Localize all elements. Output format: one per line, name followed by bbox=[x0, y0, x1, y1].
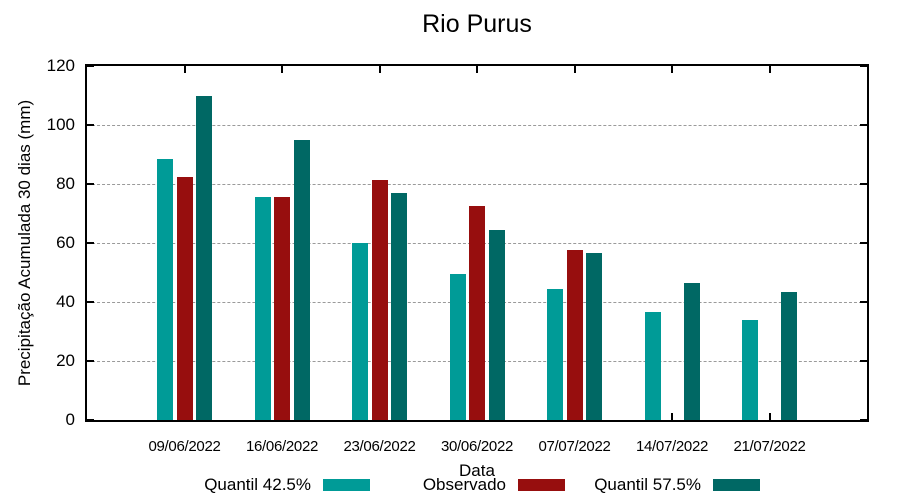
bar-quantil-57-5 bbox=[196, 95, 212, 420]
y-tick-mark bbox=[87, 301, 94, 303]
bar-quantil-42-5 bbox=[254, 197, 271, 420]
bar-quantil-57-5 bbox=[293, 139, 310, 420]
chart-title: Rio Purus bbox=[422, 10, 532, 38]
x-tick-mark bbox=[671, 66, 673, 73]
legend-swatch bbox=[518, 479, 565, 491]
x-axis-title: Data bbox=[459, 461, 495, 480]
bar-quantil-57-5 bbox=[586, 253, 602, 420]
x-tick-label: 30/06/2022 bbox=[440, 438, 514, 455]
x-tick-mark bbox=[476, 66, 478, 73]
x-tick-mark bbox=[768, 413, 771, 420]
y-tick-mark bbox=[87, 65, 94, 67]
x-tick-label: 16/06/2022 bbox=[245, 438, 319, 455]
y-tick-label: 100 bbox=[46, 115, 75, 134]
y-tick-mark bbox=[87, 242, 94, 244]
x-tick-mark bbox=[768, 66, 771, 73]
y-tick-mark bbox=[860, 124, 867, 126]
y-tick-label: 40 bbox=[56, 292, 75, 311]
y-tick-mark bbox=[87, 183, 94, 185]
bar-quantil-42-5 bbox=[449, 273, 466, 420]
legend: Quantil 42.5% Observado Quantil 57.5% bbox=[0, 474, 900, 496]
bar-quantil-42-5 bbox=[742, 319, 758, 420]
x-tick-label: 21/07/2022 bbox=[733, 438, 806, 455]
bar-observado bbox=[469, 206, 485, 420]
bar-observado bbox=[274, 197, 290, 420]
x-tick-mark bbox=[378, 66, 381, 73]
x-tick-mark bbox=[281, 66, 283, 73]
x-tick-label: 09/06/2022 bbox=[148, 438, 221, 455]
y-tick-label: 80 bbox=[56, 174, 75, 193]
y-tick-mark bbox=[860, 183, 867, 185]
gridline bbox=[87, 183, 867, 185]
x-tick-mark bbox=[671, 413, 673, 420]
legend-swatch bbox=[323, 479, 370, 491]
x-tick-label: 23/06/2022 bbox=[343, 438, 416, 455]
bar-quantil-42-5 bbox=[157, 158, 173, 420]
gridline bbox=[87, 124, 867, 126]
y-tick-mark bbox=[860, 301, 867, 303]
bar-quantil-42-5 bbox=[644, 312, 661, 420]
y-tick-mark bbox=[860, 360, 867, 362]
bar-quantil-42-5 bbox=[547, 288, 563, 420]
x-tick-label: 07/07/2022 bbox=[538, 438, 611, 455]
y-tick-mark bbox=[860, 419, 867, 421]
bar-quantil-57-5 bbox=[781, 291, 797, 420]
legend-item-quantil-42-5: Quantil 42.5% bbox=[204, 474, 370, 496]
y-tick-label: 0 bbox=[65, 410, 75, 429]
y-tick-mark bbox=[860, 65, 867, 67]
y-tick-label: 60 bbox=[56, 233, 75, 252]
bar-observado bbox=[566, 250, 583, 420]
y-tick-label: 20 bbox=[56, 351, 75, 370]
y-tick-mark bbox=[87, 419, 94, 421]
plot-area: 0 20 40 60 80 100 120 09/06/2022 16/06/2022 23/06… bbox=[47, 56, 869, 455]
bar-quantil-42-5 bbox=[352, 243, 368, 420]
x-tick-mark bbox=[183, 66, 186, 73]
x-tick-label: 14/07/2022 bbox=[635, 438, 709, 455]
bar-observado bbox=[371, 179, 388, 420]
legend-label: Observado bbox=[422, 475, 506, 494]
bar-quantil-57-5 bbox=[488, 229, 505, 420]
bar-observado bbox=[176, 176, 193, 420]
x-tick-mark bbox=[573, 66, 576, 73]
legend-swatch bbox=[713, 479, 760, 491]
y-tick-mark bbox=[87, 124, 94, 126]
y-tick-label: 120 bbox=[46, 56, 75, 75]
legend-label: Quantil 57.5% bbox=[594, 475, 701, 494]
legend-item-quantil-57-5: Quantil 57.5% bbox=[594, 474, 760, 496]
legend-item-observado: Observado bbox=[423, 474, 565, 496]
bar-quantil-57-5 bbox=[391, 192, 407, 420]
bar-quantil-57-5 bbox=[683, 282, 700, 420]
legend-label: Quantil 42.5% bbox=[204, 475, 311, 494]
y-tick-mark bbox=[860, 242, 867, 244]
y-tick-mark bbox=[87, 360, 94, 362]
